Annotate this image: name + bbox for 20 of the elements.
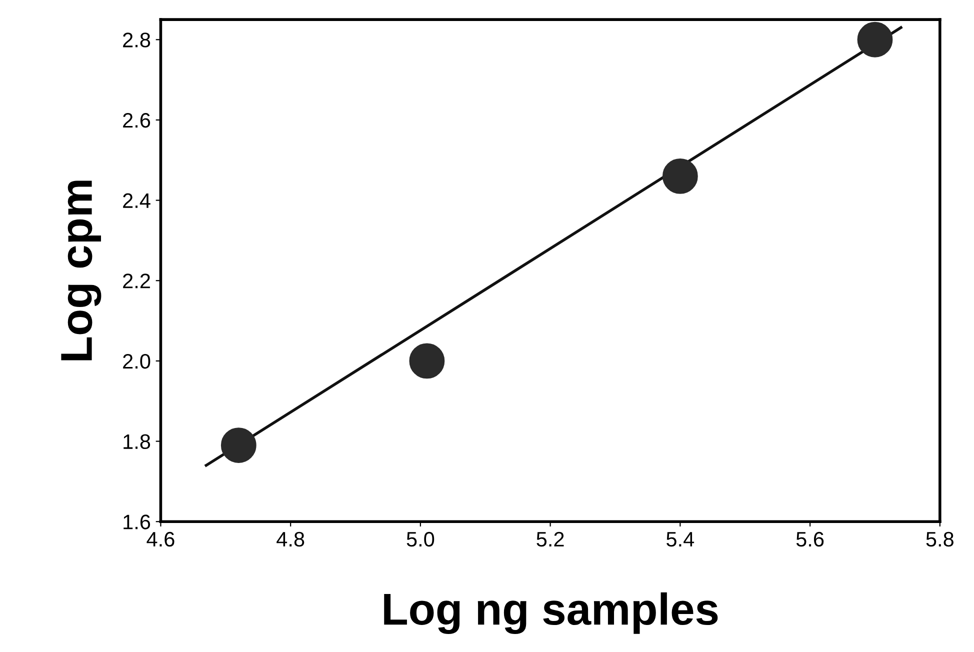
x-tick-label: 5.4 <box>666 532 694 547</box>
y-axis-title: Log cpm <box>61 180 102 360</box>
x-tick-label: 5.0 <box>406 532 434 547</box>
x-tick-label: 5.2 <box>536 532 564 547</box>
x-tick-label: 5.6 <box>796 532 824 547</box>
y-tick-label: 2.6 <box>123 112 150 128</box>
x-tick-label: 4.8 <box>276 532 304 547</box>
y-tick-label: 1.6 <box>124 514 150 530</box>
y-tick-label: 2.0 <box>123 354 150 369</box>
y-tick-label: 2.8 <box>123 32 150 48</box>
point <box>662 158 698 194</box>
y-tick-label: 2.4 <box>123 193 150 208</box>
point <box>409 343 445 379</box>
x-tick-label: 5.8 <box>926 532 954 547</box>
point <box>220 428 256 463</box>
point <box>857 22 893 58</box>
y-tick-label: 2.2 <box>123 274 150 288</box>
x-tick-label: 4.6 <box>146 532 174 547</box>
x-axis-title: Log ng samples <box>384 592 718 634</box>
y-tick-label: 1.8 <box>124 434 150 450</box>
